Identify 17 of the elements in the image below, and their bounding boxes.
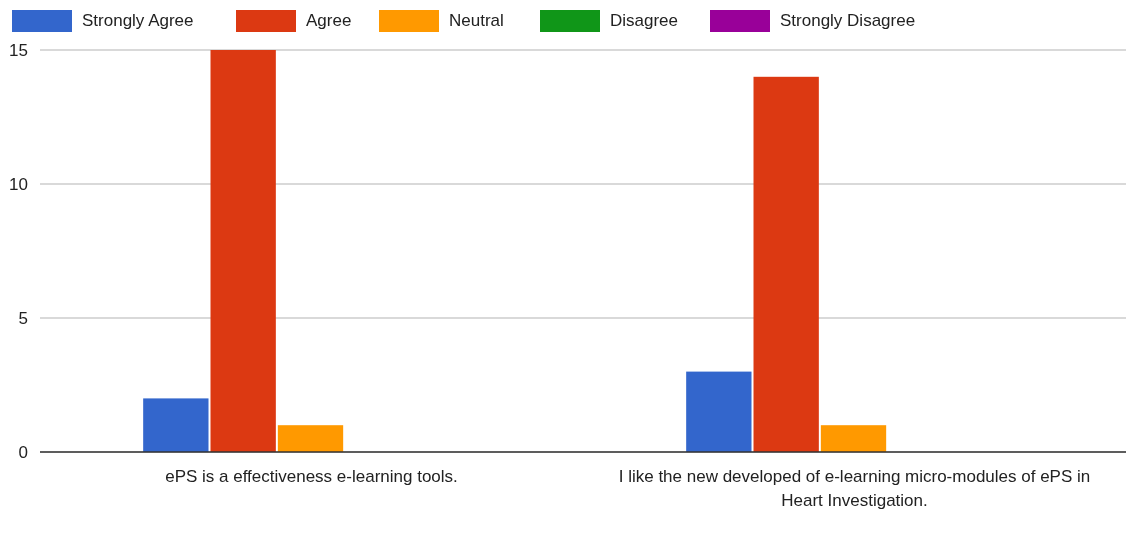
bar [686,371,752,452]
bar [210,50,276,452]
bar [143,398,209,452]
bar [820,425,887,452]
y-tick-label: 10 [9,175,28,194]
bar [753,76,819,452]
legend-label: Strongly Disagree [780,11,916,30]
y-tick-label: 5 [18,309,28,328]
legend-label: Agree [306,11,352,30]
y-tick-label: 0 [18,443,28,462]
legend-label: Strongly Agree [82,11,194,30]
x-tick-label: ePS is a effectiveness e-learning tools. [165,467,458,486]
bar [277,425,344,452]
legend-label: Neutral [449,11,504,30]
legend-label: Disagree [610,11,679,30]
x-tick-label: I like the new developed of e-learning micro-modules of ePS in Heart Investigation. [618,467,1091,510]
y-tick-label: 15 [9,41,28,60]
